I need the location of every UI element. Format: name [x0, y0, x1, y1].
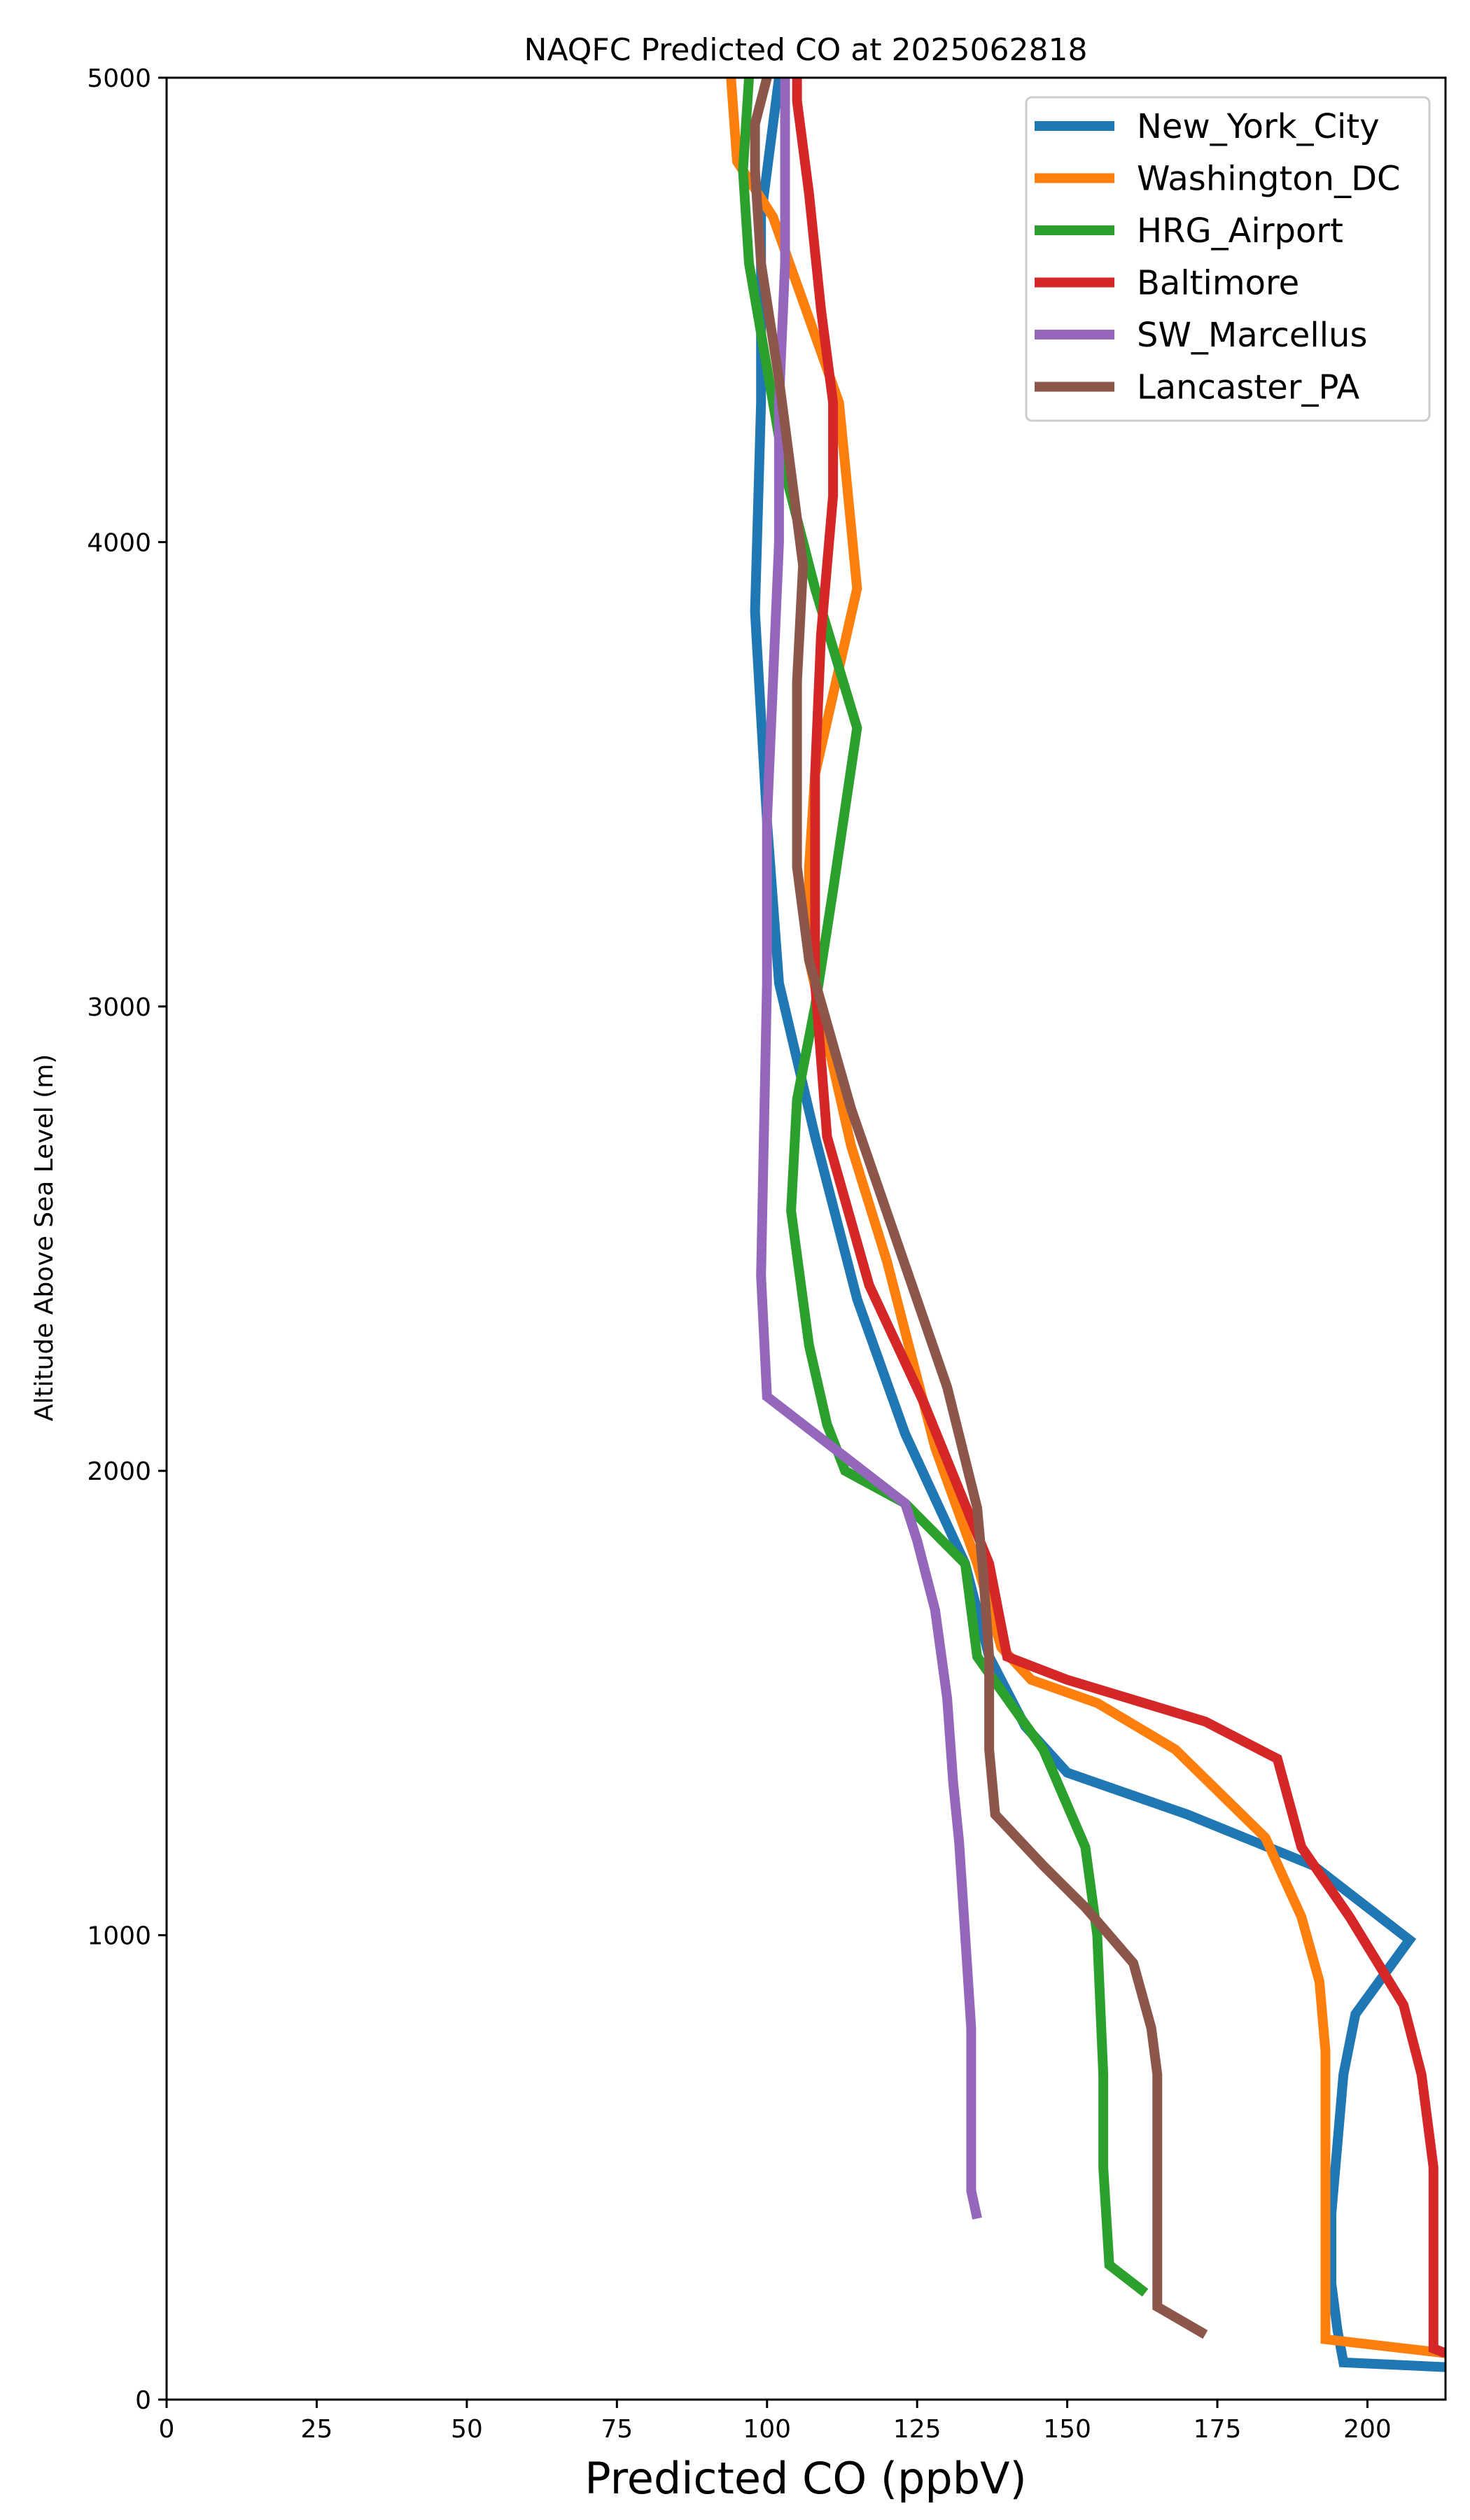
y-tick-label: 2000	[87, 1457, 151, 1486]
x-tick-label: 200	[1343, 2415, 1392, 2444]
plot-frame	[165, 76, 1447, 2401]
legend-label: Lancaster_PA	[1137, 368, 1359, 407]
y-tick-label: 4000	[87, 528, 151, 557]
x-tick-label: 25	[301, 2415, 333, 2444]
chart-title: NAQFC Predicted CO at 2025062818	[524, 32, 1088, 68]
legend-label: Washington_DC	[1137, 160, 1401, 199]
legend-label: Baltimore	[1137, 264, 1299, 303]
y-tick-label: 5000	[87, 64, 151, 93]
x-axis-label: Predicted CO (ppbV)	[584, 2453, 1026, 2504]
legend-label: SW_Marcellus	[1137, 316, 1367, 355]
x-tick-label: 75	[601, 2415, 633, 2444]
x-tick-label: 50	[451, 2415, 483, 2444]
y-axis-label: Altitude Above Sea Level (m)	[30, 1054, 59, 1422]
legend: New_York_City Washington_DC HRG_Airport Bal…	[1025, 96, 1431, 422]
tick-layer: 0 25 50 75 100 125 150 175 200010002000300040005…	[87, 64, 1391, 2444]
series-line-lancaster-pa	[750, 78, 1208, 2339]
legend-box	[1025, 96, 1431, 422]
series-line-baltimore	[792, 78, 1446, 2358]
x-tick-label: 0	[159, 2415, 175, 2444]
series-layer	[726, 78, 1446, 2372]
y-tick-label: 0	[135, 2386, 151, 2415]
y-tick-label: 1000	[87, 1922, 151, 1951]
legend-label: HRG_Airport	[1137, 211, 1343, 251]
series-line-sw-marcellus	[756, 78, 982, 2220]
y-tick-label: 3000	[87, 993, 151, 1022]
x-tick-label: 175	[1194, 2415, 1242, 2444]
x-tick-label: 150	[1043, 2415, 1091, 2444]
x-tick-label: 100	[743, 2415, 791, 2444]
x-tick-label: 125	[893, 2415, 941, 2444]
legend-label: New_York_City	[1137, 107, 1380, 146]
